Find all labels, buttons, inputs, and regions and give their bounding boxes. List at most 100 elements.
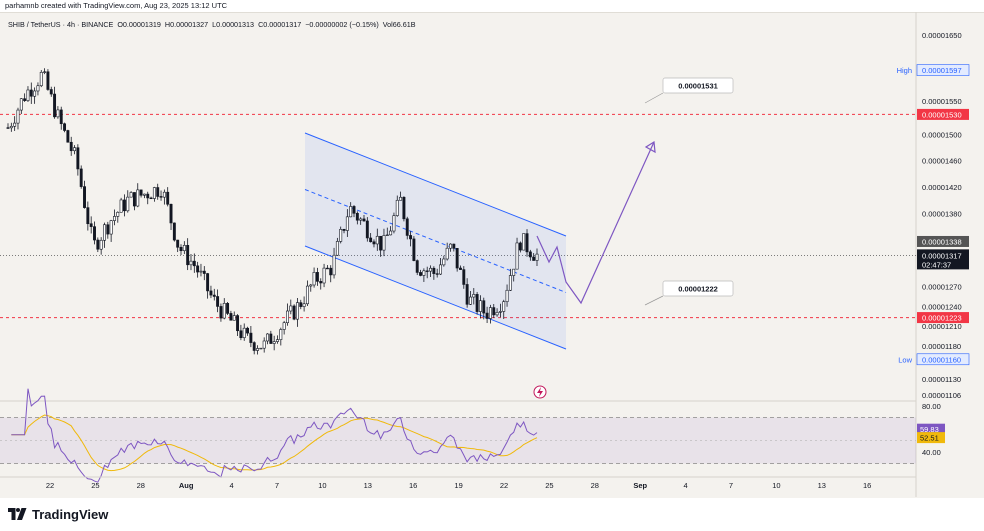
rsi-line[interactable] — [11, 388, 538, 483]
candle[interactable] — [505, 289, 509, 303]
candle[interactable] — [455, 248, 459, 269]
candle[interactable] — [23, 98, 27, 101]
candle[interactable] — [452, 243, 456, 249]
candle[interactable] — [249, 332, 253, 343]
candle[interactable] — [325, 267, 329, 270]
candle[interactable] — [156, 187, 160, 197]
candle[interactable] — [502, 301, 506, 312]
candle[interactable] — [113, 216, 116, 221]
candle[interactable] — [46, 71, 50, 90]
candle[interactable] — [365, 220, 369, 239]
candle[interactable] — [315, 272, 319, 282]
candle[interactable] — [132, 192, 136, 207]
candle[interactable] — [256, 348, 259, 351]
candle[interactable] — [342, 229, 346, 231]
candle[interactable] — [252, 342, 256, 351]
candle[interactable] — [332, 254, 336, 276]
candle[interactable] — [259, 347, 263, 350]
candle[interactable] — [269, 333, 273, 344]
candle[interactable] — [242, 327, 246, 339]
candle[interactable] — [109, 220, 113, 235]
candle[interactable] — [412, 238, 416, 261]
candle[interactable] — [359, 218, 363, 221]
candle[interactable] — [146, 193, 150, 199]
candle[interactable] — [29, 89, 33, 97]
candle[interactable] — [36, 85, 40, 92]
candle[interactable] — [395, 199, 399, 216]
candle[interactable] — [478, 300, 482, 312]
candle[interactable] — [345, 216, 349, 231]
candle[interactable] — [465, 284, 469, 305]
candle[interactable] — [202, 270, 206, 274]
candle[interactable] — [286, 310, 289, 324]
candle[interactable] — [169, 203, 173, 224]
candle[interactable] — [299, 302, 303, 307]
candle[interactable] — [209, 290, 213, 296]
candle[interactable] — [442, 258, 446, 266]
candle[interactable] — [392, 215, 396, 232]
candle[interactable] — [79, 168, 83, 187]
candle[interactable] — [435, 273, 439, 275]
candle[interactable] — [362, 218, 366, 222]
candle[interactable] — [152, 187, 156, 199]
candle[interactable] — [272, 341, 276, 344]
candle[interactable] — [16, 109, 20, 124]
candle[interactable] — [292, 305, 296, 320]
candle[interactable] — [106, 224, 110, 235]
candle[interactable] — [93, 226, 96, 241]
legend-symbol[interactable]: SHIB / TetherUS · 4h · BINANCE — [8, 20, 114, 29]
candle[interactable] — [206, 273, 210, 292]
candle[interactable] — [319, 281, 323, 284]
tradingview-logo[interactable]: TradingView — [8, 505, 108, 523]
candle[interactable] — [246, 327, 250, 334]
candle[interactable] — [83, 186, 86, 208]
candle[interactable] — [43, 71, 47, 73]
channel-median-line[interactable] — [304, 189, 567, 293]
candle[interactable] — [302, 303, 306, 307]
candle[interactable] — [355, 212, 359, 221]
candle[interactable] — [139, 189, 143, 196]
candle[interactable] — [276, 339, 279, 342]
candle[interactable] — [422, 270, 426, 276]
candle[interactable] — [199, 270, 203, 273]
candle[interactable] — [142, 193, 146, 196]
candle[interactable] — [162, 191, 166, 198]
candle[interactable] — [166, 191, 170, 205]
candle[interactable] — [186, 245, 190, 266]
candle[interactable] — [532, 256, 536, 261]
candle[interactable] — [76, 147, 80, 170]
candle[interactable] — [96, 239, 100, 250]
candle[interactable] — [449, 243, 452, 249]
candle[interactable] — [73, 147, 76, 152]
candle[interactable] — [192, 260, 196, 267]
candle[interactable] — [295, 302, 299, 320]
candle[interactable] — [86, 207, 90, 225]
candle[interactable] — [289, 305, 293, 312]
candle[interactable] — [402, 196, 406, 220]
candle[interactable] — [172, 222, 176, 241]
candle[interactable] — [232, 315, 236, 321]
candle[interactable] — [229, 313, 233, 321]
candle[interactable] — [122, 199, 126, 212]
candle[interactable] — [459, 267, 462, 270]
candle[interactable] — [159, 196, 163, 198]
candle[interactable] — [475, 294, 479, 312]
candle[interactable] — [439, 264, 442, 275]
candle[interactable] — [525, 233, 529, 253]
candle[interactable] — [262, 340, 266, 349]
candle[interactable] — [266, 333, 269, 342]
projection-path[interactable] — [536, 141, 655, 305]
candle[interactable] — [469, 296, 472, 305]
upper-target-label-box[interactable] — [662, 77, 734, 94]
candle[interactable] — [216, 296, 220, 307]
candle[interactable] — [375, 235, 379, 245]
candle[interactable] — [498, 311, 502, 313]
symbol-legend[interactable]: SHIB / TetherUS · 4h · BINANCE O0.000013… — [8, 20, 418, 29]
channel-upper-line[interactable] — [304, 132, 567, 237]
candle[interactable] — [39, 71, 43, 87]
candle[interactable] — [149, 197, 153, 200]
candle[interactable] — [129, 192, 133, 198]
candle[interactable] — [13, 122, 17, 127]
candle[interactable] — [212, 294, 216, 297]
